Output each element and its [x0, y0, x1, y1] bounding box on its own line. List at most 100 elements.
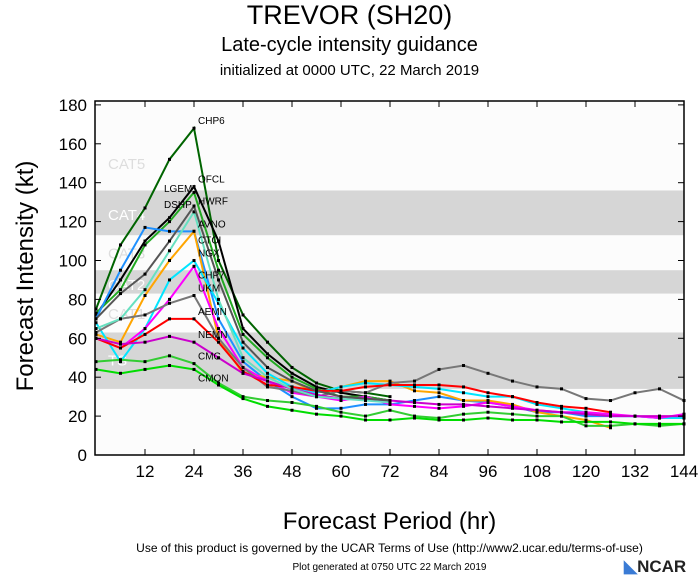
data-point: [560, 387, 563, 391]
data-point: [388, 408, 392, 412]
data-point: [462, 391, 465, 395]
y-tick-label: 140: [59, 174, 87, 193]
data-point: [168, 258, 171, 262]
data-point: [658, 414, 661, 418]
data-point: [290, 365, 294, 369]
data-point: [315, 385, 318, 389]
data-point: [266, 371, 269, 375]
data-point: [119, 317, 122, 321]
data-point: [290, 375, 294, 379]
data-point: [241, 332, 245, 336]
data-point: [143, 288, 147, 292]
data-point: [511, 418, 514, 422]
data-point: [94, 313, 98, 317]
data-point: [192, 126, 196, 130]
x-tick-label: 12: [136, 462, 155, 481]
data-point: [535, 408, 539, 412]
data-point: [143, 225, 147, 229]
data-point: [290, 408, 294, 412]
data-point: [388, 400, 392, 404]
data-point: [241, 369, 245, 373]
x-tick-label: 96: [479, 462, 498, 481]
data-point: [511, 404, 514, 408]
data-point: [143, 367, 147, 371]
data-point: [217, 297, 220, 301]
data-point: [413, 383, 416, 387]
data-point: [413, 400, 416, 404]
data-point: [658, 424, 661, 428]
data-point: [486, 391, 490, 395]
data-point: [192, 340, 196, 344]
data-point: [168, 216, 171, 220]
series-label: CHP6: [198, 116, 225, 127]
series-label: AEMN: [198, 307, 227, 318]
data-point: [388, 379, 392, 383]
series-label: CHP7: [198, 270, 225, 281]
data-point: [119, 358, 122, 362]
y-tick-label: 180: [59, 96, 87, 115]
data-point: [290, 395, 294, 399]
data-point: [462, 412, 465, 416]
data-point: [217, 317, 220, 321]
data-point: [217, 336, 220, 340]
data-point: [192, 294, 196, 298]
y-tick-label: 120: [59, 213, 87, 232]
data-point: [339, 395, 343, 399]
data-point: [437, 367, 441, 371]
data-point: [584, 420, 588, 424]
series-label: CMC: [198, 352, 221, 363]
data-point: [535, 402, 539, 406]
data-point: [486, 395, 490, 399]
data-point: [290, 391, 294, 395]
data-point: [511, 412, 514, 416]
data-point: [535, 414, 539, 418]
data-point: [364, 381, 367, 385]
data-point: [290, 389, 294, 393]
data-point: [168, 334, 171, 338]
data-point: [413, 404, 416, 408]
data-point: [511, 395, 514, 399]
data-point: [168, 278, 171, 282]
data-point: [143, 327, 147, 331]
data-point: [192, 317, 196, 321]
data-point: [290, 371, 294, 375]
data-point: [241, 371, 245, 375]
data-point: [511, 379, 514, 383]
data-point: [437, 391, 441, 395]
series-label: CMON: [198, 373, 229, 384]
data-point: [168, 249, 171, 253]
data-point: [168, 364, 171, 368]
data-point: [217, 258, 220, 262]
data-point: [217, 268, 220, 272]
data-point: [437, 395, 441, 399]
data-point: [437, 418, 441, 422]
chart-subtitle: Late-cycle intensity guidance: [221, 34, 478, 56]
data-point: [364, 414, 367, 418]
data-point: [168, 220, 171, 224]
data-point: [315, 393, 318, 397]
data-point: [168, 157, 171, 161]
data-point: [609, 399, 612, 403]
data-point: [658, 422, 661, 426]
data-point: [217, 278, 220, 282]
series-label: NGX: [198, 248, 220, 259]
data-point: [217, 340, 220, 344]
data-point: [143, 360, 147, 364]
data-point: [168, 354, 171, 358]
data-point: [119, 292, 122, 296]
data-point: [462, 385, 465, 389]
data-point: [560, 404, 563, 408]
x-tick-label: 144: [670, 462, 698, 481]
data-point: [192, 229, 196, 233]
ncar-logo: ◣NCAR: [624, 557, 687, 576]
data-point: [437, 402, 441, 406]
data-point: [143, 272, 147, 276]
data-point: [143, 239, 147, 243]
data-point: [413, 416, 416, 420]
data-point: [241, 395, 245, 399]
data-point: [609, 412, 612, 416]
series-label: DSHP: [164, 200, 192, 211]
data-point: [462, 402, 465, 406]
data-point: [119, 340, 122, 344]
x-axis-label: Forecast Period (hr): [282, 508, 497, 535]
